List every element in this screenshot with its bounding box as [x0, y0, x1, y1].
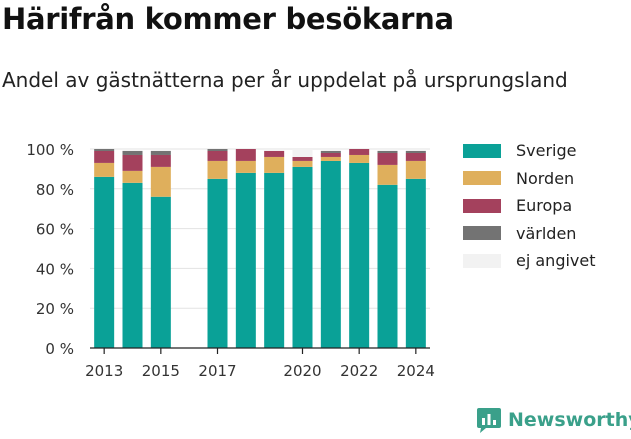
- legend-swatch: [463, 253, 501, 268]
- y-tick-label: 100 %: [26, 141, 74, 159]
- chart-subtitle: Andel av gästnätterna per år uppdelat på…: [2, 68, 568, 92]
- bar-världen-2015: [150, 150, 171, 155]
- x-tick-label: 2024: [397, 362, 435, 380]
- legend-swatch: [463, 198, 501, 213]
- bar-europa-2015: [150, 154, 171, 167]
- bar-världen-2021: [320, 150, 341, 153]
- bar-sverige-2017: [207, 178, 228, 348]
- x-tick-label: 2015: [142, 362, 180, 380]
- bars: [94, 149, 426, 348]
- axes: 0 % 20 % 40 % 60 % 80 % 100 % 2013 2015 2017 2020…: [26, 141, 435, 380]
- bar-europa-2020: [292, 156, 313, 161]
- bar-norden-2013: [94, 162, 115, 177]
- legend-label: Europa: [516, 196, 573, 216]
- bar-världen-2024: [405, 150, 426, 153]
- legend-item-ej-angivet: ej angivet: [463, 247, 596, 275]
- bar-europa-2018: [235, 149, 256, 161]
- y-tick-label: 20 %: [36, 300, 74, 318]
- bar-europa-2021: [320, 152, 341, 157]
- bar-sverige-2018: [235, 172, 256, 348]
- bar-norden-2015: [150, 166, 171, 197]
- legend-item-världen: världen: [463, 220, 596, 248]
- bar-norden-2019: [264, 156, 285, 173]
- bar-ej-angivet-2020: [292, 149, 313, 157]
- bar-sverige-2023: [377, 184, 398, 348]
- bar-europa-2023: [377, 152, 398, 165]
- legend-label: Norden: [516, 168, 575, 188]
- bar-världen-2023: [377, 150, 398, 153]
- legend-swatch: [463, 143, 501, 158]
- bar-ej-angivet-2019: [264, 149, 285, 151]
- legend: Sverige Norden Europa världen ej angivet: [463, 137, 596, 275]
- bar-världen-2014: [122, 150, 143, 155]
- legend-label: Sverige: [516, 141, 577, 161]
- bar-norden-2014: [122, 170, 143, 183]
- newsworthy-logo-icon: [477, 408, 501, 433]
- bar-norden-2020: [292, 160, 313, 167]
- bar-europa-2017: [207, 150, 228, 161]
- bar-norden-2017: [207, 160, 228, 179]
- bar-norden-2023: [377, 164, 398, 185]
- legend-swatch: [463, 171, 501, 186]
- bar-sverige-2019: [264, 172, 285, 348]
- bar-norden-2022: [349, 154, 370, 163]
- bar-sverige-2024: [405, 178, 426, 348]
- bar-ej-angivet-2023: [377, 149, 398, 151]
- bar-europa-2013: [94, 150, 115, 163]
- legend-label: världen: [516, 223, 577, 243]
- gridlines: [90, 148, 430, 309]
- bar-sverige-2013: [94, 176, 115, 348]
- brand-name: Newsworthy: [508, 409, 631, 431]
- bar-norden-2024: [405, 160, 426, 179]
- bar-sverige-2015: [150, 196, 171, 348]
- legend-swatch: [463, 226, 501, 241]
- bar-ej-angivet-2021: [320, 149, 341, 151]
- legend-label: ej angivet: [516, 251, 596, 271]
- y-tick-label: 0 %: [45, 340, 74, 358]
- x-tick-label: 2020: [283, 362, 321, 380]
- bar-europa-2022: [349, 149, 370, 155]
- y-tick-label: 40 %: [36, 260, 74, 278]
- x-tick-label: 2017: [198, 362, 236, 380]
- bar-norden-2021: [320, 156, 341, 161]
- x-tick-label: 2022: [340, 362, 378, 380]
- brand-logo: Newsworthy: [476, 406, 631, 434]
- bar-norden-2018: [235, 160, 256, 173]
- bar-ej-angivet-2024: [405, 149, 426, 151]
- legend-item-sverige: Sverige: [463, 137, 596, 165]
- bar-sverige-2021: [320, 160, 341, 348]
- legend-item-norden: Norden: [463, 165, 596, 193]
- bar-ej-angivet-2014: [122, 149, 143, 151]
- bar-ej-angivet-2015: [150, 149, 171, 151]
- bar-europa-2019: [264, 150, 285, 157]
- bar-europa-2014: [122, 154, 143, 171]
- chart-title: Härifrån kommer besökarna: [2, 2, 454, 36]
- bar-sverige-2020: [292, 166, 313, 348]
- bar-sverige-2014: [122, 182, 143, 348]
- bar-världen-2013: [94, 149, 115, 151]
- x-tick-label: 2013: [85, 362, 123, 380]
- y-tick-label: 80 %: [36, 181, 74, 199]
- bar-världen-2017: [207, 149, 228, 151]
- bar-europa-2024: [405, 152, 426, 161]
- bar-sverige-2022: [349, 162, 370, 348]
- y-tick-label: 60 %: [36, 221, 74, 239]
- legend-item-europa: Europa: [463, 192, 596, 220]
